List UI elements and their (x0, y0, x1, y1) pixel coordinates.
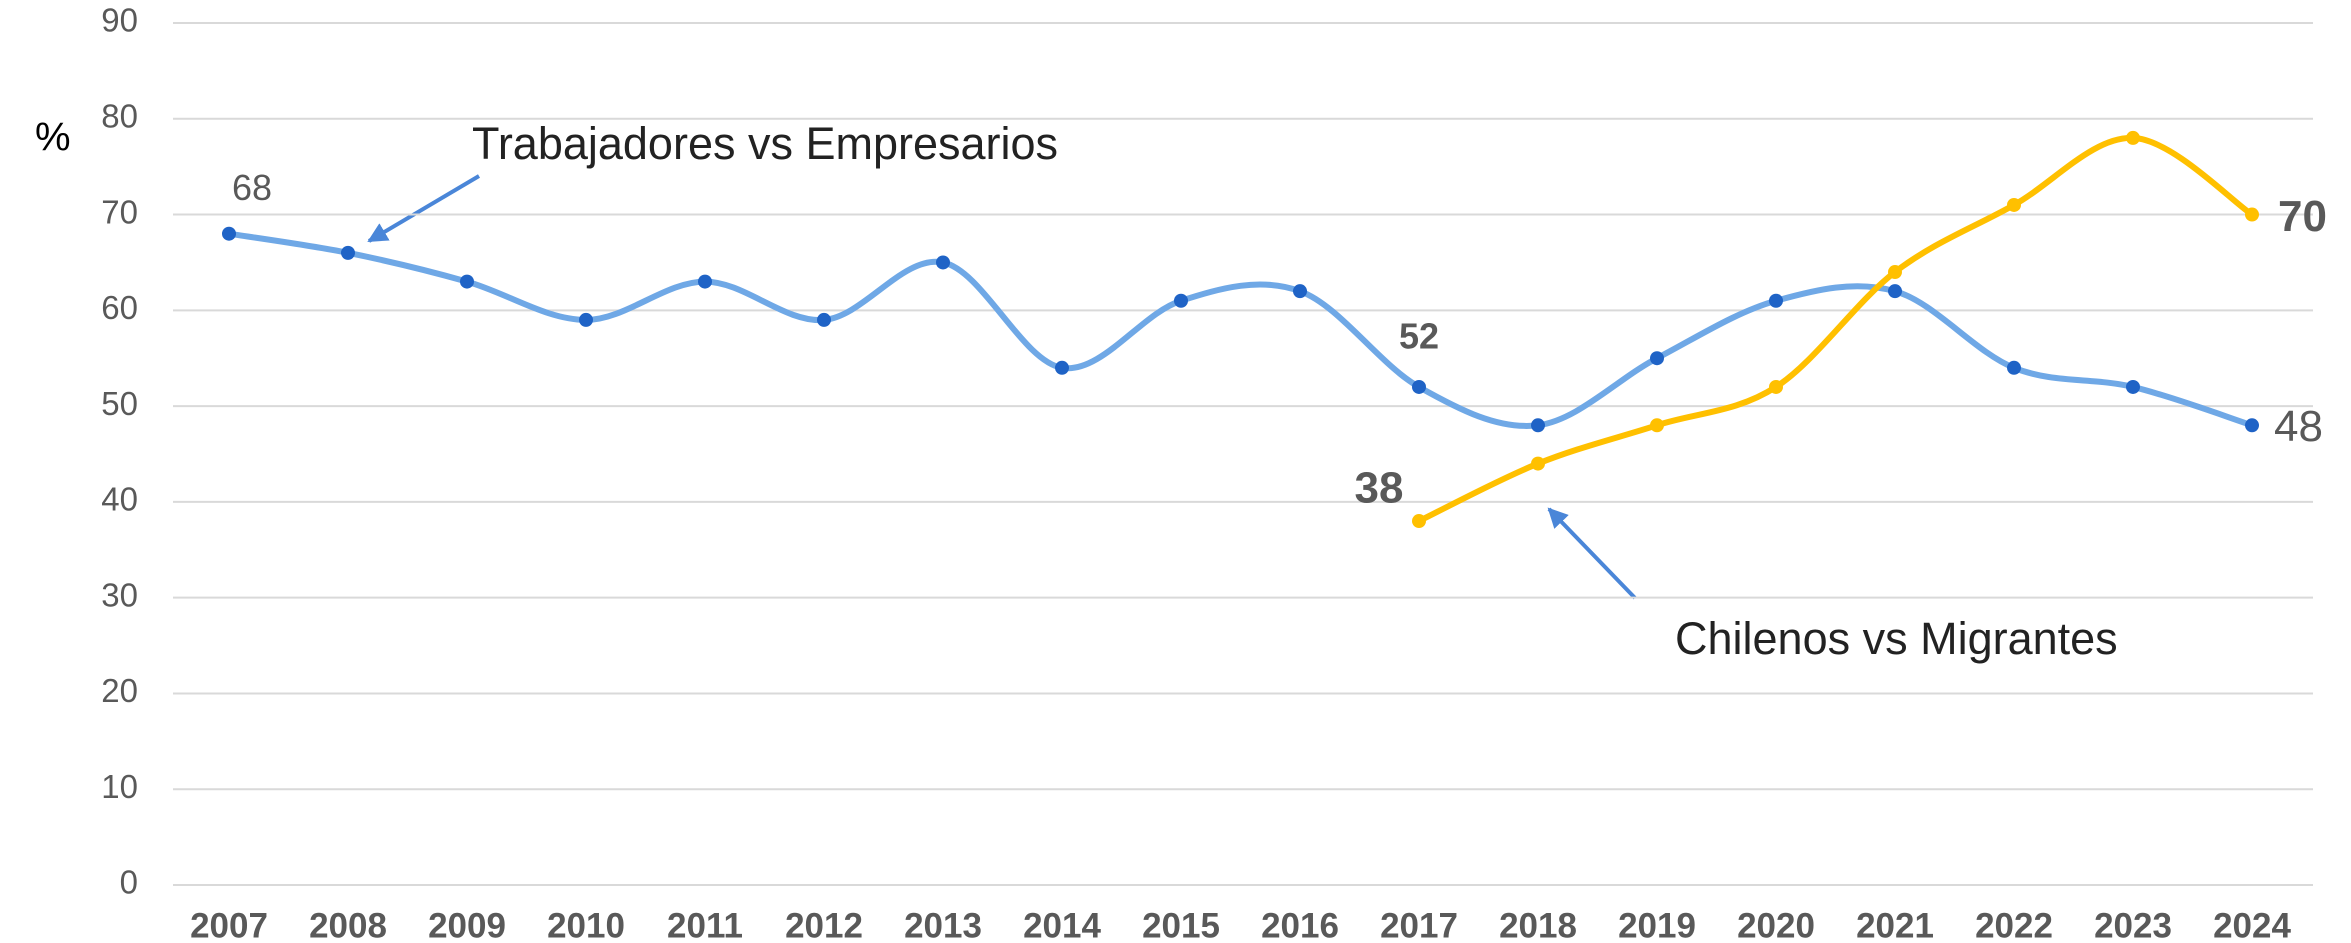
x-tick-label: 2017 (1380, 906, 1458, 943)
y-tick-label: 20 (101, 672, 138, 709)
point (1055, 360, 1069, 375)
x-tick-label: 2018 (1499, 906, 1577, 943)
data-label: 68 (232, 167, 272, 208)
point (2245, 418, 2259, 433)
data-label: 52 (1399, 315, 1439, 356)
x-tick-label: 2015 (1142, 906, 1220, 943)
point (1888, 284, 1902, 299)
x-tick-label: 2008 (309, 906, 387, 943)
point (936, 255, 950, 270)
x-tick-label: 2019 (1618, 906, 1696, 943)
annotation: Chilenos vs Migrantes (1675, 613, 2118, 664)
point (1769, 379, 1783, 394)
annotation-arrow (1547, 507, 1637, 600)
point (698, 274, 712, 289)
point (341, 245, 355, 260)
data-label: 48 (2274, 402, 2323, 451)
x-tick-label: 2022 (1975, 906, 2053, 943)
point (1769, 293, 1783, 308)
x-tick-label: 2016 (1261, 906, 1339, 943)
y-tick-label: 60 (101, 289, 138, 326)
y-tick-label: 30 (101, 576, 138, 613)
x-tick-label: 2010 (547, 906, 625, 943)
x-tick-label: 2021 (1856, 906, 1934, 943)
point (2245, 207, 2259, 222)
x-tick-label: 2023 (2094, 906, 2172, 943)
data-label: 38 (1355, 464, 1404, 513)
point (1174, 293, 1188, 308)
point (579, 312, 593, 327)
y-axis-label: % (35, 116, 71, 160)
line-series (1417, 134, 2254, 524)
x-tick-label: 2012 (785, 906, 863, 943)
line-series (228, 230, 2253, 429)
x-tick-label: 2007 (190, 906, 268, 943)
point (1293, 284, 1307, 299)
y-tick-label: 40 (101, 481, 138, 518)
y-tick-label: 50 (101, 385, 138, 422)
point (2126, 130, 2140, 145)
y-tick-label: 90 (101, 2, 138, 39)
point (1888, 265, 1902, 280)
x-tick-label: 2009 (428, 906, 506, 943)
x-tick-label: 2024 (2213, 906, 2291, 943)
point (1650, 418, 1664, 433)
point (1531, 456, 1545, 471)
point (1531, 418, 1545, 433)
x-tick-label: 2020 (1737, 906, 1815, 943)
x-tick-label: 2013 (904, 906, 982, 943)
y-tick-label: 10 (101, 768, 138, 805)
point (1650, 351, 1664, 366)
y-tick-label: 70 (101, 193, 138, 230)
point (1412, 514, 1426, 529)
data-label: 70 (2278, 192, 2327, 241)
x-tick-label: 2011 (667, 906, 743, 943)
annotation-arrow (367, 174, 481, 243)
point (2126, 379, 2140, 394)
y-tick-label: 0 (120, 864, 138, 901)
point (222, 226, 236, 241)
x-tick-label: 2014 (1023, 906, 1101, 943)
y-tick-label: 80 (101, 97, 138, 134)
annotation: Trabajadores vs Empresarios (472, 118, 1058, 169)
point (2007, 197, 2021, 212)
point (1412, 379, 1426, 394)
point (2007, 360, 2021, 375)
point (460, 274, 474, 289)
point (817, 312, 831, 327)
